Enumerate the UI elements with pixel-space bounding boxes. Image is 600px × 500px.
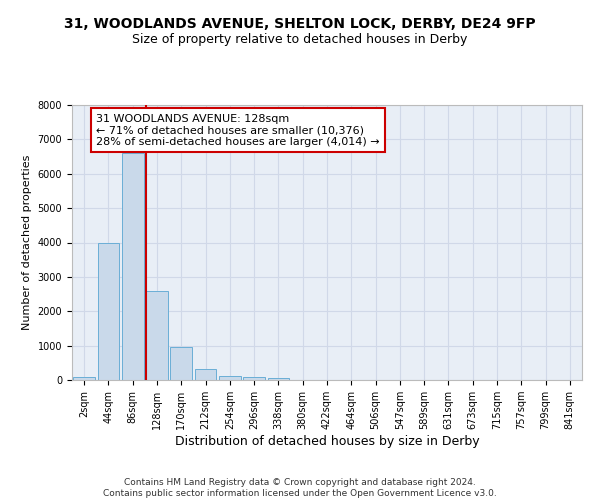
Bar [268, 378, 289, 380]
Bar [122, 153, 143, 380]
X-axis label: Distribution of detached houses by size in Derby: Distribution of detached houses by size … [175, 435, 479, 448]
Bar [219, 376, 241, 380]
Bar [146, 290, 168, 380]
Bar [73, 378, 95, 380]
Text: 31, WOODLANDS AVENUE, SHELTON LOCK, DERBY, DE24 9FP: 31, WOODLANDS AVENUE, SHELTON LOCK, DERB… [64, 18, 536, 32]
Text: Size of property relative to detached houses in Derby: Size of property relative to detached ho… [133, 32, 467, 46]
Y-axis label: Number of detached properties: Number of detached properties [22, 155, 32, 330]
Bar [97, 242, 119, 380]
Text: Contains HM Land Registry data © Crown copyright and database right 2024.
Contai: Contains HM Land Registry data © Crown c… [103, 478, 497, 498]
Bar [194, 369, 217, 380]
Text: 31 WOODLANDS AVENUE: 128sqm
← 71% of detached houses are smaller (10,376)
28% of: 31 WOODLANDS AVENUE: 128sqm ← 71% of det… [96, 114, 380, 147]
Bar [243, 378, 265, 380]
Bar [170, 348, 192, 380]
